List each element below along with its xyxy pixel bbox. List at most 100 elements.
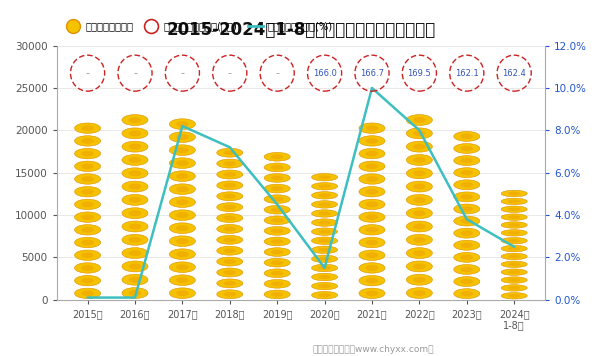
Ellipse shape xyxy=(129,290,141,296)
Ellipse shape xyxy=(318,220,331,225)
Ellipse shape xyxy=(406,208,432,219)
Ellipse shape xyxy=(271,271,284,276)
Ellipse shape xyxy=(406,248,432,258)
Ellipse shape xyxy=(81,176,94,182)
Ellipse shape xyxy=(75,237,101,248)
Ellipse shape xyxy=(217,214,243,222)
Ellipse shape xyxy=(129,237,141,243)
Ellipse shape xyxy=(501,230,527,236)
Ellipse shape xyxy=(508,223,520,227)
Ellipse shape xyxy=(312,237,338,245)
Ellipse shape xyxy=(318,266,331,270)
Ellipse shape xyxy=(359,123,385,134)
Ellipse shape xyxy=(122,234,148,245)
Ellipse shape xyxy=(413,144,426,150)
Ellipse shape xyxy=(176,212,188,218)
Ellipse shape xyxy=(413,130,426,136)
Ellipse shape xyxy=(75,161,101,172)
Ellipse shape xyxy=(81,278,94,283)
Ellipse shape xyxy=(217,246,243,255)
Ellipse shape xyxy=(359,161,385,172)
Ellipse shape xyxy=(454,168,480,178)
Ellipse shape xyxy=(365,252,378,258)
Ellipse shape xyxy=(169,249,196,260)
Ellipse shape xyxy=(75,199,101,210)
Ellipse shape xyxy=(217,235,243,244)
Ellipse shape xyxy=(359,187,385,197)
Ellipse shape xyxy=(122,194,148,205)
Ellipse shape xyxy=(406,274,432,285)
Ellipse shape xyxy=(406,115,432,126)
Ellipse shape xyxy=(406,168,432,179)
Ellipse shape xyxy=(223,216,236,220)
Ellipse shape xyxy=(81,265,94,271)
Ellipse shape xyxy=(223,281,236,286)
Ellipse shape xyxy=(122,208,148,219)
Ellipse shape xyxy=(318,293,331,297)
Ellipse shape xyxy=(271,197,284,201)
Ellipse shape xyxy=(264,248,290,256)
Ellipse shape xyxy=(264,163,290,172)
Ellipse shape xyxy=(129,263,141,269)
Ellipse shape xyxy=(365,189,378,195)
Ellipse shape xyxy=(176,173,188,179)
Legend: 营业收入（亿元）, 平均用工人数累计值(万人), 营业收入累计增长(%): 营业收入（亿元）, 平均用工人数累计值(万人), 营业收入累计增长(%) xyxy=(62,17,337,36)
Ellipse shape xyxy=(365,151,378,157)
Ellipse shape xyxy=(129,277,141,283)
Ellipse shape xyxy=(359,174,385,184)
Ellipse shape xyxy=(129,130,141,136)
Ellipse shape xyxy=(365,227,378,233)
Text: 166.0: 166.0 xyxy=(312,69,337,78)
Ellipse shape xyxy=(75,288,101,299)
Ellipse shape xyxy=(81,290,94,296)
Ellipse shape xyxy=(359,136,385,146)
Ellipse shape xyxy=(223,292,236,297)
Ellipse shape xyxy=(217,257,243,266)
Ellipse shape xyxy=(318,184,331,188)
Ellipse shape xyxy=(406,288,432,298)
Ellipse shape xyxy=(176,225,188,231)
Ellipse shape xyxy=(501,253,527,260)
Ellipse shape xyxy=(454,192,480,202)
Ellipse shape xyxy=(359,276,385,286)
Ellipse shape xyxy=(508,255,520,258)
Ellipse shape xyxy=(217,159,243,168)
Ellipse shape xyxy=(176,160,188,166)
Ellipse shape xyxy=(406,221,432,232)
Ellipse shape xyxy=(217,268,243,277)
Ellipse shape xyxy=(454,289,480,299)
Ellipse shape xyxy=(501,190,527,197)
Ellipse shape xyxy=(461,170,473,176)
Ellipse shape xyxy=(312,219,338,226)
Ellipse shape xyxy=(169,275,196,286)
Ellipse shape xyxy=(318,275,331,279)
Ellipse shape xyxy=(129,184,141,190)
Ellipse shape xyxy=(75,250,101,261)
Ellipse shape xyxy=(318,284,331,288)
Ellipse shape xyxy=(318,193,331,197)
Ellipse shape xyxy=(271,292,284,297)
Ellipse shape xyxy=(413,224,426,230)
Ellipse shape xyxy=(501,245,527,252)
Ellipse shape xyxy=(501,214,527,220)
Ellipse shape xyxy=(271,176,284,180)
Ellipse shape xyxy=(217,290,243,299)
Ellipse shape xyxy=(359,212,385,222)
Ellipse shape xyxy=(264,237,290,246)
Ellipse shape xyxy=(217,279,243,288)
Ellipse shape xyxy=(318,239,331,243)
Ellipse shape xyxy=(75,174,101,184)
Ellipse shape xyxy=(508,208,520,211)
Text: 162.1: 162.1 xyxy=(455,69,479,78)
Text: -: - xyxy=(133,68,137,78)
Ellipse shape xyxy=(461,255,473,260)
Ellipse shape xyxy=(508,215,520,219)
Ellipse shape xyxy=(312,246,338,253)
Ellipse shape xyxy=(413,290,426,296)
Ellipse shape xyxy=(501,285,527,291)
Ellipse shape xyxy=(217,224,243,234)
Ellipse shape xyxy=(122,141,148,152)
Ellipse shape xyxy=(223,183,236,188)
Ellipse shape xyxy=(359,225,385,235)
Ellipse shape xyxy=(217,181,243,190)
